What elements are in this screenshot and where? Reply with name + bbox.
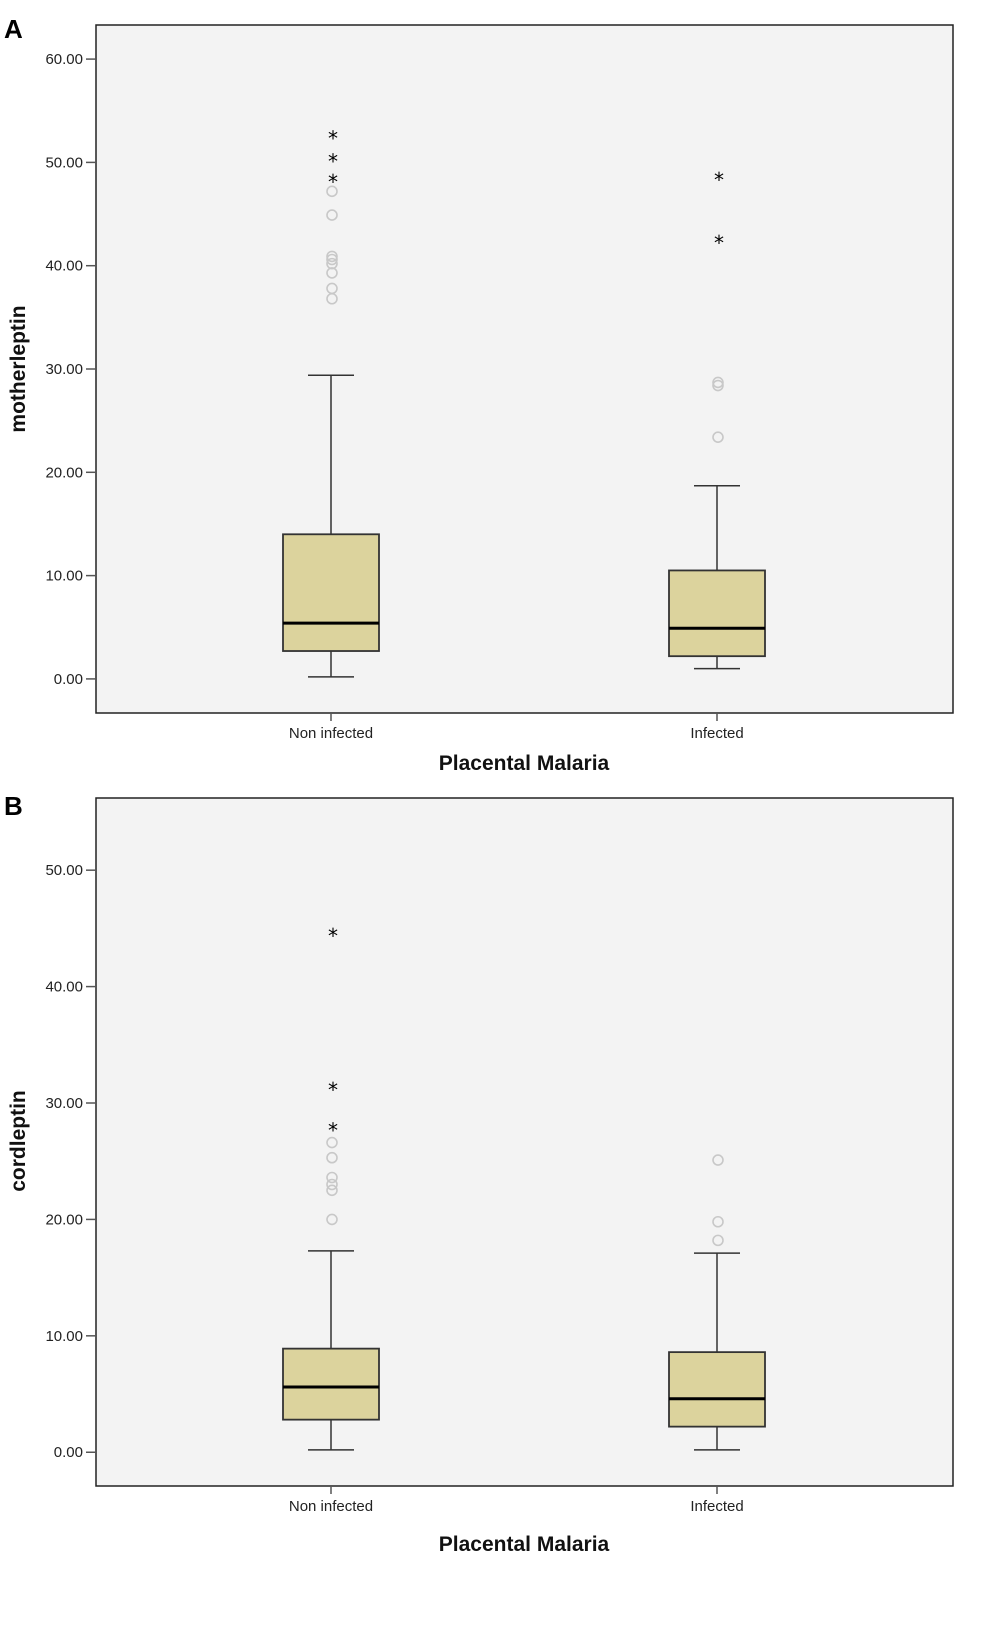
outlier-point <box>712 431 724 443</box>
x-axis-title: Placental Malaria <box>439 752 610 775</box>
x-tick-label: Infected <box>690 725 743 742</box>
y-axis-title: cordleptin <box>7 1090 30 1192</box>
box-iqr <box>668 1351 766 1428</box>
y-axis-title: motherleptin <box>7 305 30 432</box>
y-tick-label: 50.00 <box>45 862 83 879</box>
outlier-point <box>326 282 338 295</box>
x-axis-title: Placental Malaria <box>439 1533 610 1556</box>
chart-panel-a: A motherleptin Placental Malaria 0.00 10.… <box>0 0 1000 810</box>
outlier-point <box>326 209 338 221</box>
y-tick-label: 10.00 <box>45 1328 83 1345</box>
x-tick-label: Infected <box>690 1498 743 1515</box>
outlier-point <box>712 1234 724 1247</box>
box-iqr <box>282 1347 380 1421</box>
y-tick-label: 0.00 <box>54 1444 83 1461</box>
outlier-point <box>326 1151 338 1164</box>
box-iqr <box>668 569 766 658</box>
box-iqr <box>282 533 380 652</box>
y-tick-label: 30.00 <box>45 1095 83 1112</box>
extreme-point: * <box>328 924 338 948</box>
outlier-point <box>326 1136 338 1149</box>
chart-panel-b: B cordleptin Placental Malaria 0.00 10.00… <box>0 791 1000 1625</box>
y-tick-label: 20.00 <box>45 464 83 481</box>
outlier-point <box>326 253 338 266</box>
extreme-point: * <box>714 231 724 255</box>
outlier-point <box>326 250 338 263</box>
outlier-point <box>712 376 724 389</box>
y-tick-label: 0.00 <box>54 671 83 688</box>
panel-label: A <box>4 14 23 44</box>
panel-label: B <box>4 791 23 821</box>
y-tick-label: 50.00 <box>45 154 83 171</box>
chart-marks: 0.00 10.00 20.00 30.00 40.00 50.00 Non infecte… <box>45 862 766 1515</box>
extreme-point: * <box>328 1119 338 1143</box>
outlier-point <box>712 1154 724 1166</box>
outlier-point <box>326 185 338 198</box>
y-tick-label: 10.00 <box>45 568 83 585</box>
y-tick-label: 20.00 <box>45 1211 83 1228</box>
y-tick-label: 40.00 <box>45 979 83 996</box>
extreme-point: * <box>328 149 338 173</box>
extreme-point: * <box>328 170 338 194</box>
x-tick-label: Non infected <box>289 1498 373 1515</box>
outlier-point <box>326 257 338 270</box>
chart-marks: 0.00 10.00 20.00 30.00 40.00 50.00 60.00 Non in… <box>45 51 766 742</box>
outlier-point <box>326 1213 338 1226</box>
plot-area <box>95 797 954 1487</box>
extreme-point: * <box>328 127 338 151</box>
y-tick-label: 30.00 <box>45 361 83 378</box>
y-tick-label: 40.00 <box>45 258 83 275</box>
outlier-point <box>326 1171 338 1184</box>
plot-area <box>95 24 954 714</box>
extreme-point: * <box>328 1078 338 1102</box>
extreme-point: * <box>714 168 724 192</box>
boxplot-cordleptin: B cordleptin Placental Malaria 0.00 10.00… <box>4 791 954 1556</box>
outlier-point <box>326 1178 338 1191</box>
boxplot-motherleptin: A motherleptin Placental Malaria 0.00 10.… <box>4 14 954 775</box>
outlier-point <box>712 1215 724 1228</box>
y-tick-label: 60.00 <box>45 51 83 68</box>
outlier-point <box>326 1184 338 1197</box>
outlier-point <box>712 379 724 392</box>
x-tick-label: Non infected <box>289 725 373 742</box>
